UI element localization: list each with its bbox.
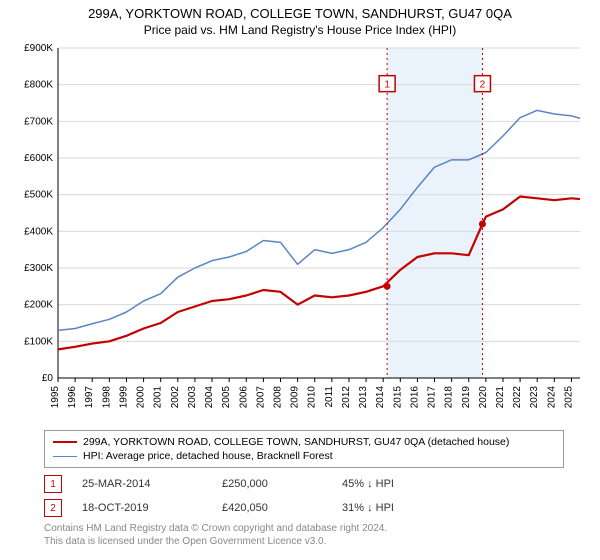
svg-text:2002: 2002: [170, 386, 181, 409]
sale-row: 1 25-MAR-2014 £250,000 45% ↓ HPI: [44, 472, 462, 496]
svg-text:1997: 1997: [84, 386, 95, 409]
svg-text:2006: 2006: [238, 386, 249, 409]
svg-text:2009: 2009: [290, 386, 301, 409]
svg-text:£400K: £400K: [24, 226, 53, 237]
svg-text:2001: 2001: [153, 386, 164, 409]
svg-text:2021: 2021: [495, 386, 506, 409]
legend-label: HPI: Average price, detached house, Brac…: [83, 450, 333, 462]
svg-text:£500K: £500K: [24, 190, 53, 201]
svg-text:2017: 2017: [427, 386, 438, 409]
sales-table: 1 25-MAR-2014 £250,000 45% ↓ HPI 2 18-OC…: [44, 472, 462, 520]
chart: £0 £100K £200K £300K £400K £500K £600K £700K £80…: [10, 42, 590, 422]
svg-text:2022: 2022: [512, 386, 523, 409]
svg-text:£800K: £800K: [24, 80, 53, 91]
svg-text:2018: 2018: [444, 386, 455, 409]
svg-text:1999: 1999: [118, 386, 129, 409]
svg-text:2016: 2016: [409, 386, 420, 409]
sale-marker-number: 2: [50, 503, 56, 514]
footnote-line: This data is licensed under the Open Gov…: [44, 535, 387, 548]
svg-text:2003: 2003: [187, 386, 198, 409]
chart-container: 299A, YORKTOWN ROAD, COLLEGE TOWN, SANDH…: [0, 0, 600, 560]
svg-text:£0: £0: [42, 373, 54, 384]
svg-text:2012: 2012: [341, 386, 352, 409]
svg-text:2024: 2024: [546, 386, 557, 409]
svg-text:£600K: £600K: [24, 153, 53, 164]
legend-row: HPI: Average price, detached house, Brac…: [53, 449, 555, 463]
svg-text:2011: 2011: [324, 386, 335, 408]
svg-text:1996: 1996: [67, 386, 78, 409]
svg-text:2010: 2010: [307, 386, 318, 409]
svg-text:£200K: £200K: [24, 300, 53, 311]
svg-text:2013: 2013: [358, 386, 369, 409]
sub-title: Price paid vs. HM Land Registry's House …: [0, 23, 600, 37]
sale-price: £250,000: [222, 478, 342, 490]
svg-text:2019: 2019: [461, 386, 472, 409]
sale-delta: 45% ↓ HPI: [342, 478, 462, 490]
footnote: Contains HM Land Registry data © Crown c…: [44, 522, 387, 548]
svg-text:2008: 2008: [272, 386, 283, 409]
svg-text:2005: 2005: [221, 386, 232, 409]
svg-text:2020: 2020: [478, 386, 489, 409]
svg-text:2004: 2004: [204, 386, 215, 409]
sale-price: £420,050: [222, 502, 342, 514]
footnote-line: Contains HM Land Registry data © Crown c…: [44, 522, 387, 535]
legend-swatch-property: [53, 441, 77, 443]
svg-text:1998: 1998: [101, 386, 112, 409]
sale-delta: 31% ↓ HPI: [342, 502, 462, 514]
sale-date: 18-OCT-2019: [82, 502, 222, 514]
svg-text:£300K: £300K: [24, 263, 53, 274]
svg-text:2023: 2023: [529, 386, 540, 409]
title-block: 299A, YORKTOWN ROAD, COLLEGE TOWN, SANDH…: [0, 0, 600, 37]
svg-text:2000: 2000: [136, 386, 147, 409]
legend-swatch-hpi: [53, 456, 77, 457]
svg-text:2014: 2014: [375, 386, 386, 409]
svg-text:1: 1: [384, 80, 390, 91]
svg-text:£100K: £100K: [24, 336, 53, 347]
svg-text:£900K: £900K: [24, 43, 53, 54]
legend-label: 299A, YORKTOWN ROAD, COLLEGE TOWN, SANDH…: [83, 436, 509, 448]
legend: 299A, YORKTOWN ROAD, COLLEGE TOWN, SANDH…: [44, 430, 564, 468]
sale-marker-number: 1: [50, 479, 56, 490]
sale-marker-1: 1: [44, 475, 62, 493]
sale-marker-2: 2: [44, 499, 62, 517]
chart-svg: £0 £100K £200K £300K £400K £500K £600K £700K £80…: [10, 42, 590, 422]
svg-text:2025: 2025: [563, 386, 574, 409]
svg-text:1995: 1995: [50, 386, 61, 409]
sale-row: 2 18-OCT-2019 £420,050 31% ↓ HPI: [44, 496, 462, 520]
svg-text:2015: 2015: [392, 386, 403, 409]
svg-text:£700K: £700K: [24, 116, 53, 127]
svg-text:2: 2: [480, 80, 486, 91]
svg-text:2007: 2007: [255, 386, 266, 409]
main-title: 299A, YORKTOWN ROAD, COLLEGE TOWN, SANDH…: [0, 6, 600, 21]
legend-row: 299A, YORKTOWN ROAD, COLLEGE TOWN, SANDH…: [53, 435, 555, 449]
sale-date: 25-MAR-2014: [82, 478, 222, 490]
